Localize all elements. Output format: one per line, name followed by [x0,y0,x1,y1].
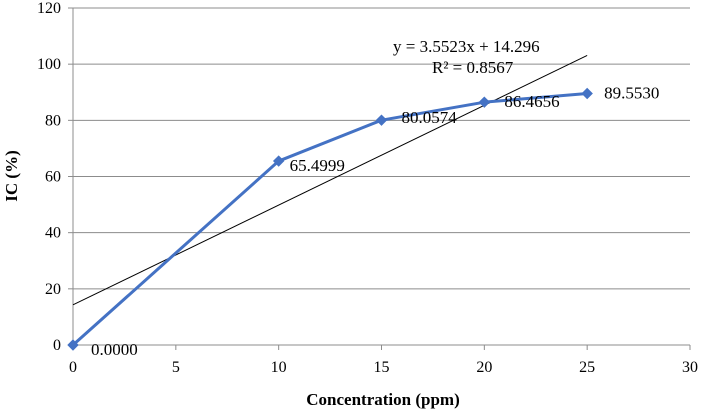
x-tick-label-25: 25 [579,359,595,376]
trendline-equation: y = 3.5523x + 14.296 [393,37,540,56]
x-tick-labels: 0 5 10 15 20 25 30 [69,359,698,376]
gridlines [73,7,690,290]
x-tick-label-30: 30 [682,359,698,376]
trendline [72,55,588,306]
data-label-0: 0.0000 [91,340,138,359]
data-label-1: 65.4999 [290,156,345,175]
data-point-4 [581,87,593,100]
x-axis-title: Concentration (ppm) [306,390,459,409]
data-point-0 [67,339,79,351]
trendline-r-squared: R² = 0.8567 [432,58,514,77]
data-point-3 [478,96,491,108]
axes [68,7,691,350]
data-labels: 0.0000 65.4999 80.0574 86.4656 89.5530 [91,84,659,359]
y-tick-label-60: 60 [45,169,61,186]
data-label-4: 89.5530 [604,84,659,103]
x-tick-label-15: 15 [374,359,390,376]
y-tick-label-120: 120 [37,0,61,17]
x-tick-label-0: 0 [69,359,77,376]
series [67,87,593,351]
data-label-2: 80.0574 [402,108,458,127]
data-point-1 [272,155,285,167]
y-tick-label-20: 20 [45,281,61,298]
y-axis-title: IC (%) [2,150,21,201]
y-tick-label-100: 100 [37,56,61,73]
data-point-2 [375,114,388,126]
series-line [72,92,588,347]
x-tick-label-5: 5 [172,359,180,376]
y-tick-labels: 0 20 40 60 80 100 120 [37,0,61,354]
x-tick-label-10: 10 [271,359,287,376]
data-label-3: 86.4656 [504,92,559,111]
y-tick-label-80: 80 [45,112,61,129]
x-tick-label-20: 20 [476,359,492,376]
y-tick-label-0: 0 [53,337,61,354]
y-tick-label-40: 40 [45,225,61,242]
trendline-line [72,55,588,306]
